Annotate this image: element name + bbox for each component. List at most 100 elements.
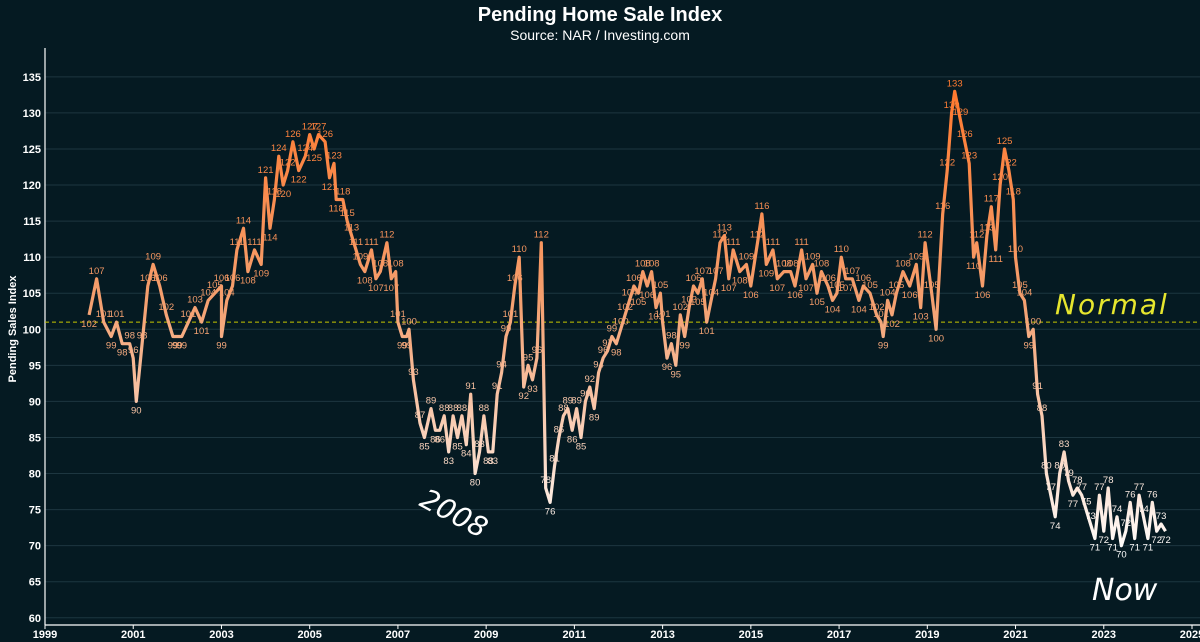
data-label: 80 [470,478,481,489]
data-label: 104 [851,304,867,315]
data-label: 108 [357,276,373,287]
data-label: 111 [726,237,740,248]
data-label: 103 [187,295,203,306]
data-label: 106 [743,290,759,301]
data-label: 91 [1032,381,1043,392]
data-label: 123 [326,150,342,161]
data-label: 107 [694,266,710,277]
data-label: 120 [275,189,291,200]
data-label: 101 [873,309,889,320]
data-label: 99 [397,341,408,352]
data-label: 105 [652,280,668,291]
y-tick-label: 60 [29,613,41,625]
data-label: 124 [297,143,313,154]
data-label: 72 [1121,518,1132,529]
data-label: 108 [783,259,799,270]
data-label: 84 [461,449,472,460]
data-label: 111 [230,237,244,248]
data-label: 88 [558,403,569,414]
data-label: 99 [1024,341,1035,352]
data-label: 99 [501,324,512,335]
data-label: 85 [554,425,565,436]
data-label: 109 [352,251,368,262]
y-tick-label: 125 [23,144,41,156]
data-label: 96 [662,362,673,373]
data-label: 71 [1107,543,1118,554]
data-label: 109 [758,268,774,279]
data-label: 102 [672,302,688,313]
data-label: 71 [1143,543,1154,554]
data-label: 88 [448,403,459,414]
data-label: 113 [717,223,732,234]
x-tick-label: 2005 [297,629,321,641]
data-label: 99 [168,341,179,352]
data-label: 90 [131,405,142,416]
data-label: 89 [571,396,582,407]
data-label: 106 [855,273,871,284]
data-label: 104 [219,287,235,298]
data-label: 76 [545,506,556,517]
data-label: 106 [639,290,655,301]
data-label: 100 [1025,316,1041,327]
data-label: 98 [117,348,128,359]
data-label: 109 [738,251,754,262]
data-label: 88 [457,403,468,414]
data-label: 111 [766,237,780,248]
x-tick-label: 2013 [650,629,674,641]
x-tick-label: 2011 [562,629,586,641]
data-label: 86 [430,434,441,445]
data-label: 106 [152,273,168,284]
data-label: 89 [426,396,437,407]
data-label: 123 [961,150,977,161]
data-label: 101 [109,309,125,320]
y-tick-label: 65 [29,577,41,589]
data-label: 104 [825,304,841,315]
data-label: 99 [106,341,117,352]
data-label: 102 [884,319,900,330]
data-label: 101 [390,309,406,320]
data-label: 105 [862,280,878,291]
data-label: 83 [443,456,454,467]
data-label: 105 [1012,280,1028,291]
data-label: 107 [769,283,785,294]
data-label: 120 [992,172,1008,183]
data-label: 103 [913,312,929,323]
data-label: 74 [1138,504,1149,515]
y-tick-label: 90 [29,396,41,408]
data-label: 101 [655,309,671,320]
data-label: 77 [1134,482,1145,493]
data-label: 101 [194,326,210,337]
data-label: 107 [89,266,105,277]
data-label: 100 [613,316,629,327]
data-label: 99 [679,341,690,352]
data-label: 104 [703,287,719,298]
data-label: 103 [681,295,697,306]
data-label: 100 [928,333,944,344]
data-label: 101 [502,309,518,320]
y-tick-label: 70 [29,541,41,553]
x-tick-label: 2007 [386,629,410,641]
data-label: 77 [1046,482,1057,493]
y-tick-label: 115 [23,216,41,228]
data-label: 104 [200,287,216,298]
data-label: 105 [809,297,825,308]
data-label: 93 [408,367,419,378]
data-label: 111 [988,254,1002,265]
data-label: 78 [1103,475,1114,486]
data-label: 96 [128,345,139,356]
data-label: 72 [1160,535,1171,546]
data-label: 113 [979,223,994,234]
data-label: 98 [124,331,135,342]
data-label: 122 [280,158,296,169]
y-tick-label: 100 [23,324,41,336]
data-label: 96 [532,345,543,356]
data-label: 107 [838,283,854,294]
data-label: 77 [1076,482,1087,493]
data-label: 129 [952,107,968,118]
axes: 6065707580859095100105110115120125130135… [23,48,1200,641]
data-label: 80 [1041,461,1052,472]
data-label: 101 [180,309,196,320]
data-label: 92 [585,374,596,385]
data-label: 83 [1059,439,1070,450]
data-label: 70 [1116,550,1127,561]
